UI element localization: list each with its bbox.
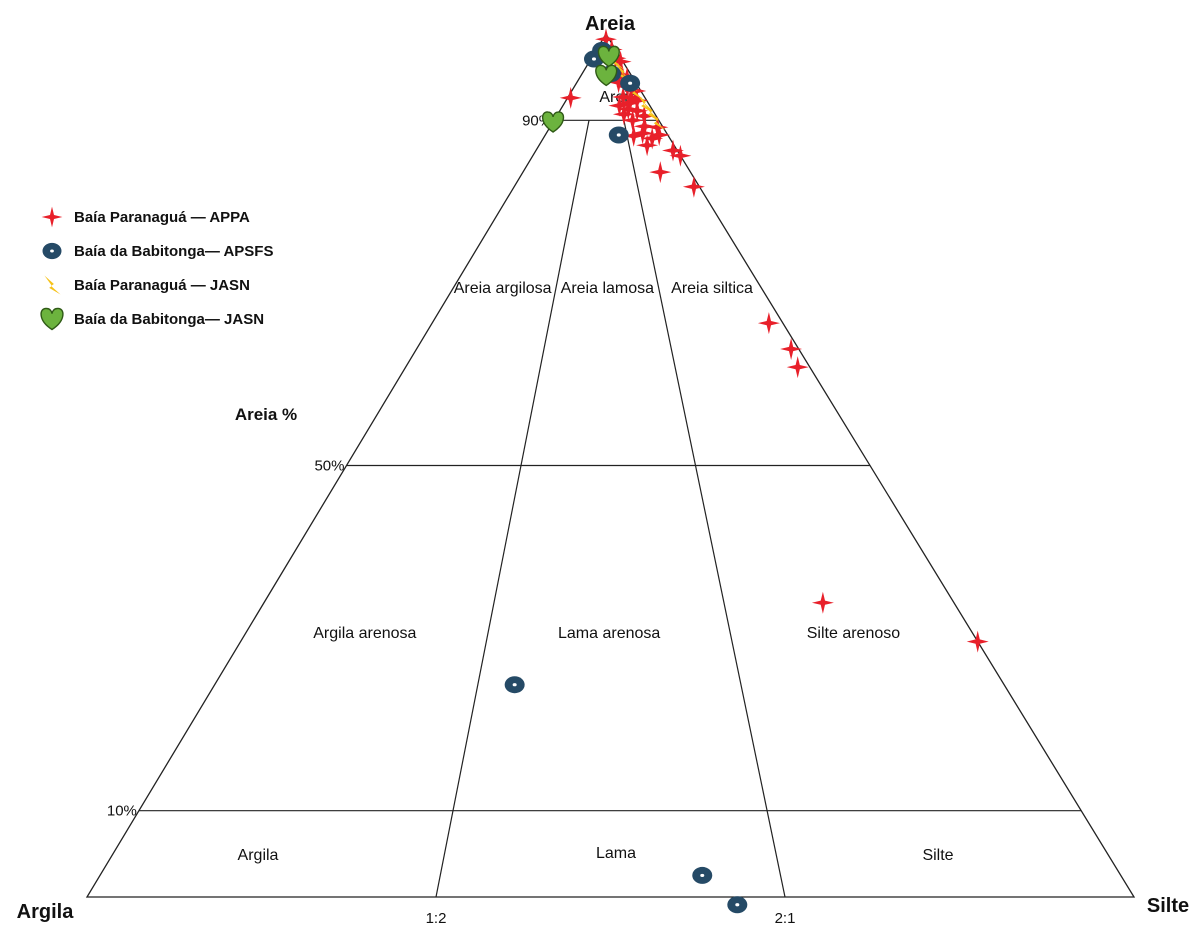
data-point-star4 <box>626 99 649 122</box>
data-point-star4 <box>626 89 648 112</box>
data-point-bolt <box>636 93 654 114</box>
ratio-line-1-2 <box>435 120 590 898</box>
series-oval <box>504 41 748 914</box>
legend-label: Baía da Babitonga— APSFS <box>74 242 274 260</box>
region-label-silte: Silte <box>922 847 953 864</box>
data-point-star4 <box>648 124 671 146</box>
data-point-star4 <box>622 124 645 147</box>
series-heart <box>541 45 620 133</box>
data-point-star4 <box>609 50 632 73</box>
data-point-star4 <box>612 86 635 108</box>
legend-marker <box>40 307 64 331</box>
legend-marker <box>41 206 63 228</box>
data-point-star4 <box>641 127 664 150</box>
region-label-argila: Argila <box>238 847 279 864</box>
data-point-star4 <box>682 175 705 198</box>
region-label-areia-lamosa: Areia lamosa <box>561 280 654 297</box>
ratio-tick-label: 1:2 <box>426 910 447 926</box>
vertex-label-right: Silte <box>1147 895 1189 917</box>
data-point-heart <box>541 111 565 133</box>
data-point-oval <box>608 126 629 144</box>
data-point-star4 <box>617 98 640 121</box>
blue-oval-icon <box>42 242 62 260</box>
data-point-bolt <box>614 62 632 83</box>
region-label-silte-arenoso: Silte arenoso <box>807 625 900 642</box>
legend-item: Baía Paranaguá — APPA <box>38 200 273 234</box>
legend-label: Baía Paranaguá — JASN <box>74 276 250 294</box>
data-point-star4 <box>649 161 672 184</box>
data-point-star4 <box>620 86 643 109</box>
region-label-lama: Lama <box>596 845 636 862</box>
legend-item: Baía da Babitonga— JASN <box>38 302 273 336</box>
legend-label: Baía da Babitonga— JASN <box>74 310 265 328</box>
vertex-label-top: Areia <box>585 13 636 35</box>
triangle-frame <box>85 32 1136 898</box>
axis-label: Areia % <box>235 405 297 424</box>
legend-label: Baía Paranaguá — APPA <box>74 208 250 226</box>
legend: Baía Paranaguá — APPA Baía da Babitonga— … <box>38 200 273 336</box>
ratio-line-2-1 <box>623 120 786 898</box>
legend-marker <box>44 275 61 295</box>
sand-tick-label: 50% <box>314 458 344 475</box>
region-label-lama-arenosa: Lama arenosa <box>558 625 660 642</box>
data-point-star4 <box>595 28 617 51</box>
data-point-star4 <box>633 105 656 127</box>
region-label-areia-siltica: Areia siltica <box>671 280 753 297</box>
data-point-heart <box>597 45 620 68</box>
data-point-oval <box>620 74 641 92</box>
data-point-bolt <box>648 110 666 131</box>
data-point-bolt <box>642 101 660 122</box>
data-point-star4 <box>607 71 630 94</box>
legend-marker <box>42 242 62 260</box>
data-point-star4 <box>757 312 780 335</box>
data-point-star4 <box>646 116 669 139</box>
region-label-argila-arenosa: Argila arenosa <box>313 625 416 642</box>
legend-item: Baía Paranaguá — JASN <box>38 268 273 302</box>
green-heart-icon <box>40 307 64 331</box>
data-point-star4 <box>966 630 989 653</box>
data-point-star4 <box>559 86 582 109</box>
data-point-star4 <box>669 144 692 167</box>
legend-item: Baía da Babitonga— APSFS <box>38 234 273 268</box>
data-point-star4 <box>633 115 656 138</box>
vertex-label-left: Argila <box>17 901 75 923</box>
data-point-oval <box>727 896 748 914</box>
data-point-star4 <box>636 134 659 157</box>
data-point-oval <box>692 866 713 884</box>
data-point-star4 <box>811 591 834 614</box>
red-star-icon <box>41 206 63 228</box>
data-point-star4 <box>662 139 684 162</box>
yellow-bolt-icon <box>44 275 61 295</box>
data-point-star4 <box>621 109 644 132</box>
data-markers <box>504 28 989 914</box>
data-point-star4 <box>780 338 803 360</box>
ratio-tick-label: 2:1 <box>775 910 796 926</box>
data-point-star4 <box>786 356 809 379</box>
data-point-star4 <box>631 122 654 145</box>
data-point-star4 <box>608 94 631 117</box>
region-label-areia-argilosa: Areia argilosa <box>454 280 552 297</box>
data-point-oval <box>504 676 525 694</box>
series-star4 <box>559 28 989 653</box>
data-point-star4 <box>612 103 635 126</box>
sand-tick-label: 10% <box>107 803 137 820</box>
data-point-star4 <box>624 80 647 102</box>
data-point-heart <box>595 64 618 87</box>
